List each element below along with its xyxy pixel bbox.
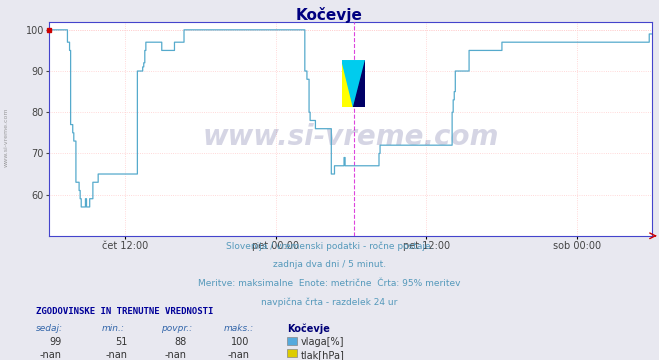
Polygon shape — [353, 60, 365, 107]
Text: vlaga[%]: vlaga[%] — [301, 337, 345, 347]
Text: -nan: -nan — [227, 350, 249, 360]
Text: 88: 88 — [174, 337, 186, 347]
Text: Meritve: maksimalne  Enote: metrične  Črta: 95% meritev: Meritve: maksimalne Enote: metrične Črta… — [198, 279, 461, 288]
Text: povpr.:: povpr.: — [161, 324, 192, 333]
Text: www.si-vreme.com: www.si-vreme.com — [203, 123, 499, 151]
Text: www.si-vreme.com: www.si-vreme.com — [4, 107, 9, 167]
Text: ZGODOVINSKE IN TRENUTNE VREDNOSTI: ZGODOVINSKE IN TRENUTNE VREDNOSTI — [36, 307, 214, 316]
Polygon shape — [342, 60, 365, 107]
Text: maks.:: maks.: — [224, 324, 254, 333]
Text: Slovenija / vremenski podatki - ročne postaje.: Slovenija / vremenski podatki - ročne po… — [226, 241, 433, 251]
Text: tlak[hPa]: tlak[hPa] — [301, 350, 345, 360]
Polygon shape — [342, 60, 353, 107]
Text: 100: 100 — [231, 337, 249, 347]
Text: -nan: -nan — [105, 350, 127, 360]
Text: Kočevje: Kočevje — [287, 324, 330, 334]
Text: sedaj:: sedaj: — [36, 324, 63, 333]
Text: zadnja dva dni / 5 minut.: zadnja dva dni / 5 minut. — [273, 260, 386, 269]
Text: -nan: -nan — [40, 350, 61, 360]
Text: navpična črta - razdelek 24 ur: navpična črta - razdelek 24 ur — [262, 297, 397, 307]
Text: 51: 51 — [115, 337, 127, 347]
Text: -nan: -nan — [165, 350, 186, 360]
Text: min.:: min.: — [102, 324, 125, 333]
Text: Kočevje: Kočevje — [296, 7, 363, 23]
Text: 99: 99 — [49, 337, 61, 347]
